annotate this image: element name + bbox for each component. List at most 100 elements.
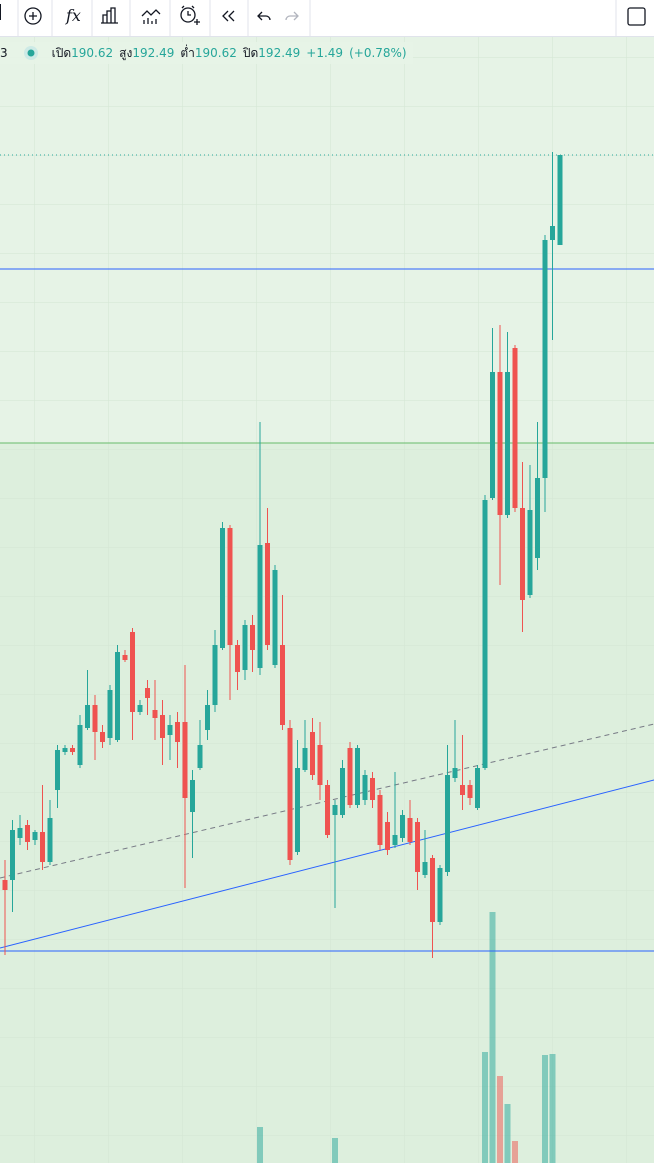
replay-button[interactable] bbox=[222, 10, 235, 22]
candle-body bbox=[152, 710, 158, 718]
candle-body bbox=[182, 722, 188, 798]
compare-button[interactable] bbox=[141, 9, 161, 24]
candle-body bbox=[542, 240, 548, 478]
candle-body bbox=[137, 705, 143, 712]
candle-body bbox=[25, 825, 30, 842]
volume-bar bbox=[504, 1104, 511, 1163]
candle-body bbox=[497, 372, 503, 515]
candle-body bbox=[257, 545, 263, 668]
candle-body bbox=[287, 728, 293, 860]
candle-body bbox=[535, 478, 540, 558]
candle-body bbox=[310, 732, 315, 775]
candle-body bbox=[512, 348, 518, 508]
candle-body bbox=[47, 818, 53, 862]
candle-body bbox=[527, 510, 533, 595]
volume-bar bbox=[512, 1141, 518, 1163]
candle-body bbox=[452, 768, 458, 778]
candle-body bbox=[557, 155, 563, 245]
candle-body bbox=[55, 750, 60, 790]
candle-body bbox=[167, 725, 173, 735]
candle-body bbox=[70, 748, 75, 752]
candle-body bbox=[227, 528, 233, 645]
candle-body bbox=[17, 828, 23, 838]
candle-body bbox=[272, 570, 278, 665]
candle-body bbox=[10, 830, 15, 880]
candle-body bbox=[130, 632, 135, 712]
candle-body bbox=[437, 868, 443, 922]
candle-body bbox=[415, 822, 420, 872]
candle-body bbox=[92, 705, 98, 732]
change-value: +1.49 bbox=[306, 46, 344, 60]
symbol-tail: 3 bbox=[0, 46, 8, 60]
candle-body bbox=[175, 722, 180, 742]
open-value: 190.62 bbox=[71, 46, 114, 60]
candle-body bbox=[40, 832, 45, 862]
candle-body bbox=[190, 780, 195, 812]
candle-body bbox=[430, 858, 435, 922]
redo-button[interactable] bbox=[285, 11, 299, 21]
alert-button[interactable] bbox=[180, 5, 200, 25]
candle-body bbox=[32, 832, 38, 840]
candle-body bbox=[332, 805, 338, 815]
candle-body bbox=[197, 745, 203, 768]
change-percent: (+0.78%) bbox=[349, 46, 407, 60]
add-button[interactable] bbox=[24, 7, 42, 25]
candle-body bbox=[77, 725, 83, 765]
candle-body bbox=[400, 815, 405, 838]
candle-body bbox=[280, 645, 285, 725]
candle-body bbox=[115, 652, 120, 740]
volume-bar bbox=[257, 1127, 263, 1163]
candle-body bbox=[145, 688, 150, 698]
volume-bar bbox=[482, 1052, 488, 1163]
candle-body bbox=[205, 705, 210, 730]
candle-body bbox=[475, 768, 480, 808]
candle-body bbox=[160, 715, 165, 738]
high-value: 192.49 bbox=[132, 46, 175, 60]
volume-bar bbox=[332, 1138, 338, 1163]
candle-body bbox=[250, 625, 255, 650]
close-value: 192.49 bbox=[258, 46, 301, 60]
candle-body bbox=[407, 818, 413, 842]
candle-body bbox=[347, 748, 353, 805]
toolbar: fx bbox=[0, 0, 654, 37]
candle-body bbox=[385, 822, 390, 850]
high-label: สูง bbox=[119, 45, 133, 60]
candle-body bbox=[107, 690, 113, 738]
candle-body bbox=[460, 785, 465, 795]
candle-body bbox=[445, 775, 450, 872]
volume-bar bbox=[497, 1076, 503, 1163]
chart-type-button[interactable] bbox=[101, 7, 118, 24]
candle-body bbox=[242, 625, 248, 670]
candle-body bbox=[2, 880, 8, 890]
candle-body bbox=[295, 768, 300, 852]
candle-body bbox=[362, 775, 368, 800]
volume-bar bbox=[549, 1054, 556, 1163]
low-value: 190.62 bbox=[194, 46, 237, 60]
candle-body bbox=[377, 795, 383, 845]
toolbar-icons: fx bbox=[0, 0, 646, 36]
candle-body bbox=[302, 748, 308, 770]
candle-body bbox=[100, 732, 105, 742]
legend: 3 เปิด 190.62 สูง 192.49 ต่ำ 190.62 ปิด 192.… bbox=[0, 42, 413, 64]
grid bbox=[0, 36, 654, 1163]
indicators-button[interactable]: fx bbox=[65, 6, 81, 25]
candle-body bbox=[370, 778, 375, 800]
open-label: เปิด bbox=[51, 45, 72, 60]
trend-line bbox=[0, 779, 654, 949]
candle-body bbox=[235, 645, 240, 672]
low-label: ต่ำ bbox=[180, 45, 195, 60]
status-dot bbox=[23, 46, 38, 60]
volume-bar bbox=[542, 1055, 548, 1163]
candle-body bbox=[355, 748, 360, 805]
candle-body bbox=[265, 543, 270, 645]
candle-body bbox=[422, 862, 428, 875]
candle-body bbox=[62, 748, 68, 752]
layout-button[interactable] bbox=[627, 7, 646, 26]
candle-body bbox=[317, 745, 323, 785]
candle-body bbox=[505, 372, 510, 515]
marks bbox=[0, 152, 654, 1163]
candle-body bbox=[550, 226, 555, 240]
undo-button[interactable] bbox=[257, 11, 271, 21]
